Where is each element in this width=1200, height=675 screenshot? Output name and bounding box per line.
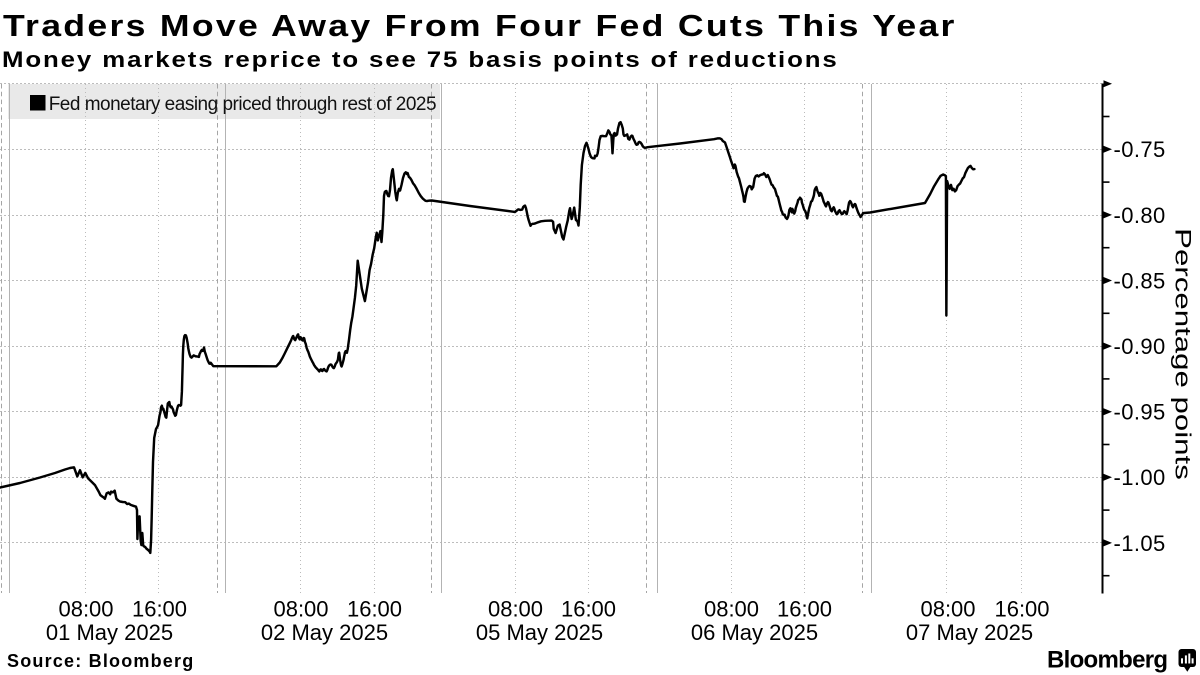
svg-text:06 May 2025: 06 May 2025 — [691, 620, 818, 645]
svg-text:16:00: 16:00 — [561, 597, 616, 622]
svg-text:08:00: 08:00 — [488, 597, 543, 622]
svg-text:-1.00: -1.00 — [1114, 465, 1166, 490]
svg-text:01 May 2025: 01 May 2025 — [46, 620, 173, 645]
svg-text:-0.80: -0.80 — [1114, 203, 1166, 228]
svg-text:Percentage points: Percentage points — [1171, 228, 1195, 480]
svg-text:Bloomberg: Bloomberg — [1047, 647, 1167, 674]
svg-text:08:00: 08:00 — [273, 597, 328, 622]
svg-text:08:00: 08:00 — [920, 597, 975, 622]
svg-text:-0.85: -0.85 — [1114, 268, 1166, 293]
svg-text:16:00: 16:00 — [132, 597, 187, 622]
svg-text:16:00: 16:00 — [777, 597, 832, 622]
svg-text:07 May 2025: 07 May 2025 — [906, 620, 1033, 645]
svg-text:05 May 2025: 05 May 2025 — [476, 620, 603, 645]
svg-text:16:00: 16:00 — [994, 597, 1049, 622]
svg-text:08:00: 08:00 — [58, 597, 113, 622]
svg-text:16:00: 16:00 — [347, 597, 402, 622]
svg-text:Source: Bloomberg: Source: Bloomberg — [7, 651, 194, 671]
svg-text:Traders Move Away From Four Fe: Traders Move Away From Four Fed Cuts Thi… — [3, 9, 957, 43]
svg-text:-1.05: -1.05 — [1114, 531, 1166, 556]
svg-text:-0.75: -0.75 — [1114, 137, 1166, 162]
svg-text:08:00: 08:00 — [704, 597, 759, 622]
svg-text:02 May 2025: 02 May 2025 — [261, 620, 388, 645]
svg-text:-0.90: -0.90 — [1114, 334, 1166, 359]
svg-text:Fed monetary easing priced thr: Fed monetary easing priced through rest … — [49, 94, 436, 115]
svg-text:-0.95: -0.95 — [1114, 400, 1166, 425]
svg-text:Money markets reprice to see 7: Money markets reprice to see 75 basis po… — [2, 48, 839, 73]
